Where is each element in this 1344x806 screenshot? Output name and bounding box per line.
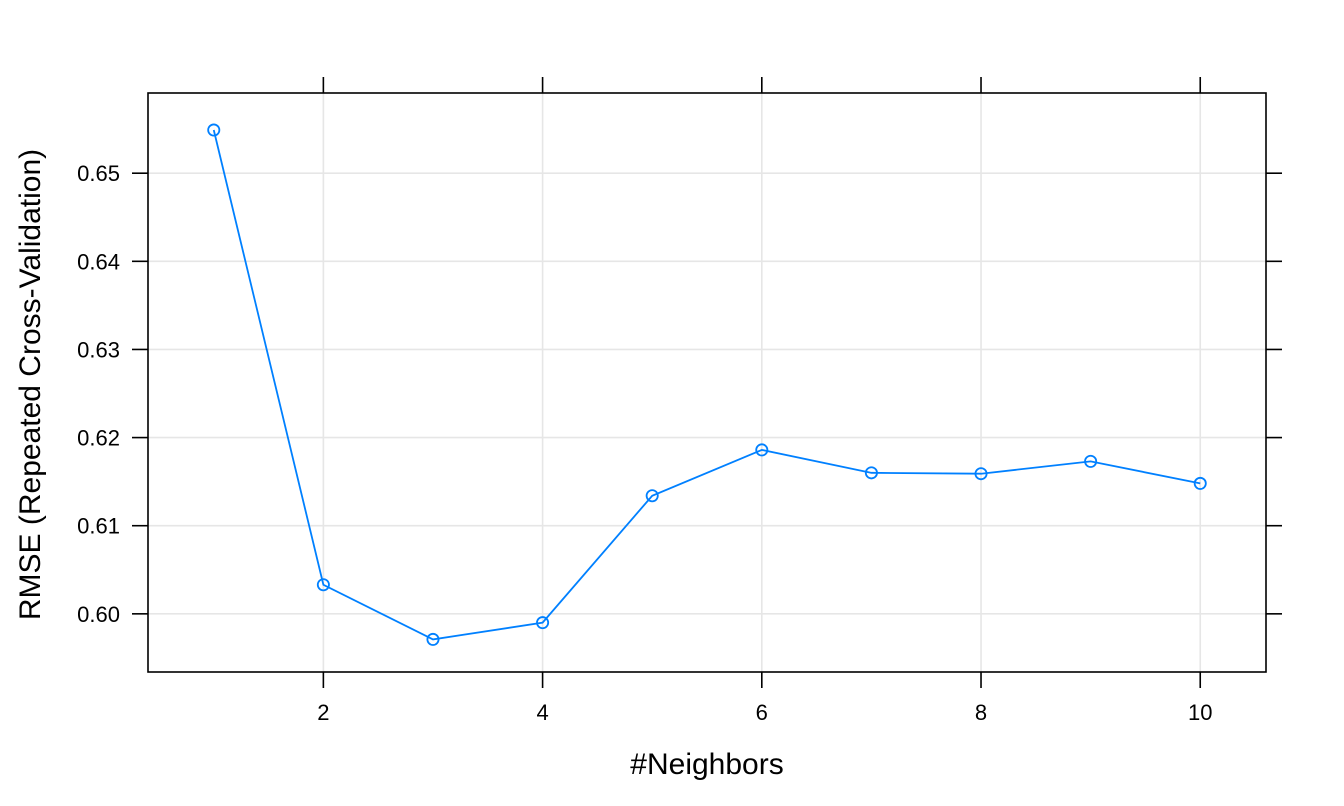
x-tick-label: 8: [975, 700, 987, 725]
y-tick-label: 0.62: [77, 426, 120, 451]
y-axis-label: RMSE (Repeated Cross-Validation): [14, 149, 47, 620]
x-tick-label: 2: [317, 700, 329, 725]
series-layer: [207, 123, 1207, 646]
data-point: [426, 632, 440, 646]
y-tick-label: 0.63: [77, 337, 120, 362]
y-tick-label: 0.61: [77, 514, 120, 539]
x-tick-label: 4: [536, 700, 548, 725]
grid-layer: [148, 93, 1266, 672]
data-point: [974, 467, 988, 481]
data-point: [316, 578, 330, 592]
tick-layer: 2 4 6 8 10 0.60 0.61 0.62 0.63 0.64 0.65: [77, 77, 1282, 725]
data-point: [645, 489, 659, 503]
y-tick-label: 0.60: [77, 602, 120, 627]
data-point: [1084, 454, 1098, 468]
data-point: [1193, 476, 1207, 490]
y-tick-label: 0.65: [77, 161, 120, 186]
plot-frame: [147, 92, 1267, 673]
data-point: [755, 443, 769, 457]
x-axis-label: #Neighbors: [630, 748, 783, 781]
x-tick-label: 10: [1188, 700, 1212, 725]
data-point: [864, 466, 878, 480]
data-point: [536, 616, 550, 630]
y-tick-label: 0.64: [77, 249, 120, 274]
data-point: [207, 123, 221, 137]
x-tick-label: 6: [756, 700, 768, 725]
series-line: [212, 129, 1201, 641]
